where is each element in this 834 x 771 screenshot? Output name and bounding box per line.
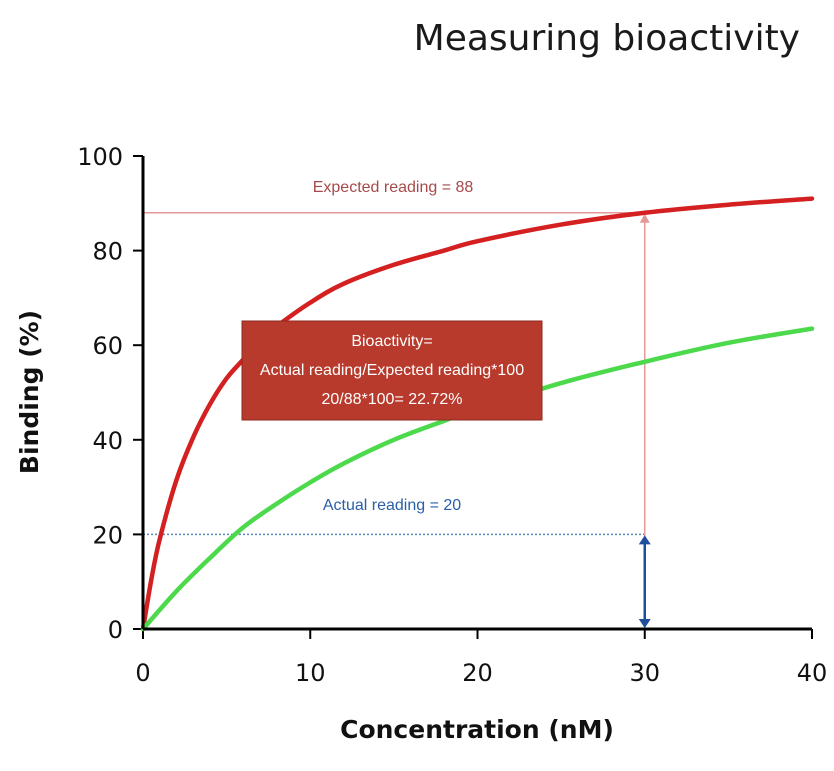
y-tick-label: 100 xyxy=(77,143,123,171)
actual-curve xyxy=(140,326,815,632)
y-tick-label: 0 xyxy=(108,616,123,644)
bioactivity-box-bg xyxy=(241,320,543,421)
expected-reading-label: Expected reading = 88 xyxy=(313,179,474,196)
x-tick-label: 10 xyxy=(295,659,326,687)
y-axis-ticks: 0 20 40 60 80 100 xyxy=(77,143,143,644)
actual-arrow-head-top xyxy=(638,535,651,545)
x-tick-label: 20 xyxy=(462,659,493,687)
x-axis-title: Concentration (nM) xyxy=(340,715,614,744)
actual-reading-label: Actual reading = 20 xyxy=(323,497,461,514)
bioactivity-box: Bioactivity= Actual reading/Expected rea… xyxy=(241,320,543,421)
expected-arrow-head xyxy=(639,213,650,223)
x-tick-label: 30 xyxy=(629,659,660,687)
x-tick-label: 0 xyxy=(135,659,150,687)
bioactivity-line-2: Actual reading/Expected reading*100 xyxy=(260,362,524,379)
x-axis-ticks: 0 10 20 30 40 xyxy=(135,629,827,687)
x-tick-label: 40 xyxy=(797,659,828,687)
expected-curve xyxy=(140,196,815,632)
y-tick-label: 60 xyxy=(92,332,123,360)
bioactivity-line-1: Bioactivity= xyxy=(351,333,432,350)
bioactivity-line-3: 20/88*100= 22.72% xyxy=(321,391,462,408)
series-layer xyxy=(140,196,815,632)
chart-title: Measuring bioactivity xyxy=(414,18,800,59)
reference-lines xyxy=(143,212,651,628)
y-axis-title: Binding (%) xyxy=(15,310,44,474)
y-tick-label: 80 xyxy=(92,238,123,266)
actual-arrow-head-bottom xyxy=(638,619,651,628)
y-tick-label: 40 xyxy=(92,427,123,455)
y-tick-label: 20 xyxy=(92,521,123,549)
